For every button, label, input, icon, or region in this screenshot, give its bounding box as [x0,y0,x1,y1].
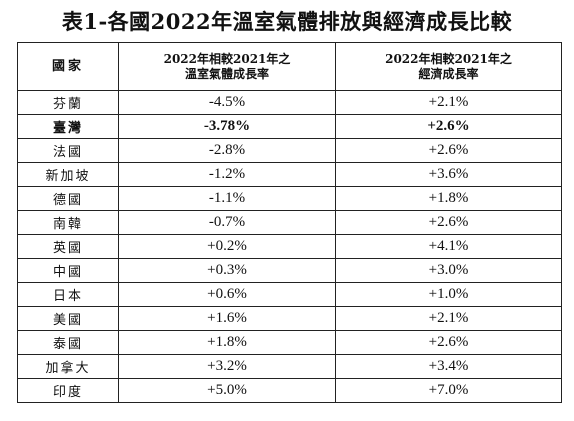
table-row: 美國 +1.6% +2.1% [17,306,562,331]
table-row: 新加坡 -1.2% +3.6% [17,162,562,187]
country-cell: 中國 [17,258,119,283]
header-ghg-line1: 2022年相較2021年之 [163,51,291,66]
header-econ-line1: 2022年相較2021年之 [385,51,512,66]
country-cell: 南韓 [17,210,119,235]
econ-cell: +7.0% [335,378,562,403]
header-row: 國家 2022年相較2021年之 溫室氣體成長率 2022年相較2021年之 經… [17,42,562,91]
ghg-cell: +1.6% [118,306,336,331]
table-row: 日本 +0.6% +1.0% [17,282,562,307]
ghg-cell: +0.3% [118,258,336,283]
ghg-cell: -4.5% [118,90,336,115]
ghg-cell: -3.78% [118,114,336,139]
country-cell: 美國 [17,306,119,331]
country-cell: 加拿大 [17,354,119,379]
table-row: 德國 -1.1% +1.8% [17,186,562,211]
ghg-cell: +5.0% [118,378,336,403]
econ-cell: +3.4% [335,354,562,379]
table-row: 中國 +0.3% +3.0% [17,258,562,283]
ghg-cell: -2.8% [118,138,336,163]
country-cell: 德國 [17,186,119,211]
table-row: 芬蘭 -4.5% +2.1% [17,90,562,115]
country-cell: 泰國 [17,330,119,355]
ghg-cell: -1.1% [118,186,336,211]
econ-cell: +2.6% [335,138,562,163]
table-row: 印度 +5.0% +7.0% [17,378,562,403]
table-row: 法國 -2.8% +2.6% [17,138,562,163]
comparison-table: 國家 2022年相較2021年之 溫室氣體成長率 2022年相較2021年之 經… [17,42,562,403]
econ-cell: +2.1% [335,306,562,331]
header-country: 國家 [17,42,119,91]
country-cell: 臺灣 [17,114,119,139]
ghg-cell: +0.6% [118,282,336,307]
country-cell: 印度 [17,378,119,403]
table-row-highlighted: 臺灣 -3.78% +2.6% [17,114,562,139]
econ-cell: +2.6% [335,210,562,235]
econ-cell: +3.6% [335,162,562,187]
econ-cell: +1.8% [335,186,562,211]
header-ghg-growth: 2022年相較2021年之 溫室氣體成長率 [118,42,336,91]
ghg-cell: +0.2% [118,234,336,259]
header-econ-line2: 經濟成長率 [418,66,479,81]
econ-cell: +2.6% [335,330,562,355]
econ-cell: +2.6% [335,114,562,139]
country-cell: 法國 [17,138,119,163]
ghg-cell: +3.2% [118,354,336,379]
econ-cell: +2.1% [335,90,562,115]
country-cell: 日本 [17,282,119,307]
econ-cell: +1.0% [335,282,562,307]
header-ghg-line2: 溫室氣體成長率 [184,66,269,81]
table-title: 表1-各國2022年溫室氣體排放與經濟成長比較 [61,9,513,34]
country-cell: 新加坡 [17,162,119,187]
ghg-cell: -1.2% [118,162,336,187]
table-row: 泰國 +1.8% +2.6% [17,330,562,355]
country-cell: 芬蘭 [17,90,119,115]
ghg-cell: +1.8% [118,330,336,355]
country-cell: 英國 [17,234,119,259]
table-row: 加拿大 +3.2% +3.4% [17,354,562,379]
table-row: 南韓 -0.7% +2.6% [17,210,562,235]
header-econ-growth: 2022年相較2021年之 經濟成長率 [335,42,562,91]
econ-cell: +3.0% [335,258,562,283]
table-row: 英國 +0.2% +4.1% [17,234,562,259]
econ-cell: +4.1% [335,234,562,259]
ghg-cell: -0.7% [118,210,336,235]
